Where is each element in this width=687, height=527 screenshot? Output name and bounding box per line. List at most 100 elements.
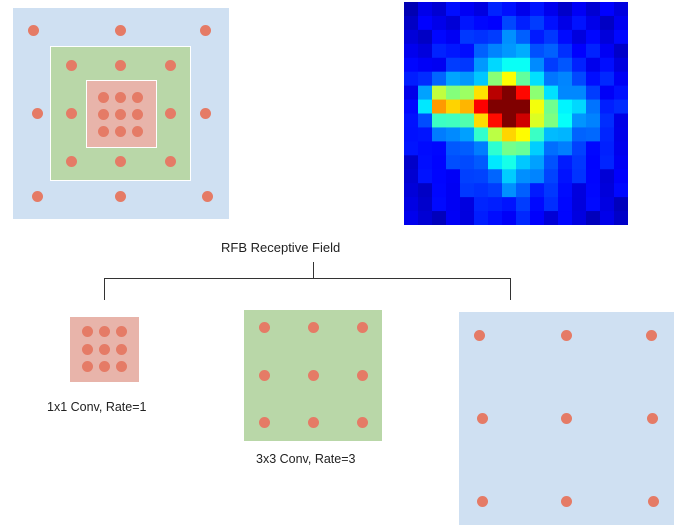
rate3-branch-dot bbox=[258, 416, 270, 428]
heatmap-cell bbox=[488, 197, 503, 212]
heatmap-cell bbox=[600, 85, 615, 100]
heatmap-cell bbox=[460, 197, 475, 212]
heatmap-cell bbox=[404, 155, 419, 170]
heatmap-cell bbox=[446, 2, 461, 17]
heatmap-cell bbox=[614, 43, 628, 59]
heatmap-cell bbox=[460, 85, 475, 100]
heatmap-cell bbox=[404, 71, 419, 87]
heatmap-cell bbox=[488, 57, 503, 73]
heatmap-cell bbox=[558, 169, 573, 184]
heatmap-cell bbox=[544, 183, 559, 198]
heatmap-cell bbox=[558, 113, 573, 128]
heatmap-cell bbox=[404, 183, 419, 198]
heatmap-cell bbox=[446, 127, 461, 142]
heatmap-cell bbox=[488, 169, 503, 184]
heatmap-cell bbox=[460, 43, 475, 59]
rate3-branch-dot bbox=[307, 321, 319, 333]
heatmap-cell bbox=[404, 141, 419, 156]
heatmap-cell bbox=[446, 113, 461, 128]
heatmap-cell bbox=[544, 2, 559, 17]
heatmap-cell bbox=[600, 43, 615, 59]
heatmap-cell bbox=[460, 183, 475, 198]
heatmap-cell bbox=[502, 127, 517, 142]
heatmap-cell bbox=[530, 113, 545, 128]
rate1-branch-dot bbox=[98, 325, 110, 337]
rate3-branch-dot bbox=[356, 369, 368, 381]
heatmap-cell bbox=[614, 197, 628, 212]
heatmap-cell bbox=[572, 2, 587, 17]
rate5-branch-dot bbox=[646, 412, 658, 424]
rate3-dot bbox=[65, 107, 77, 119]
heatmap-cell bbox=[614, 71, 628, 87]
rate1-branch-dot bbox=[115, 343, 127, 355]
heatmap-cell bbox=[488, 85, 503, 100]
heatmap-cell bbox=[614, 15, 628, 31]
heatmap-cell bbox=[460, 57, 475, 73]
heatmap-cell bbox=[432, 169, 447, 184]
rate1-branch-dot bbox=[115, 325, 127, 337]
heatmap-cell bbox=[516, 15, 531, 31]
rate5-branch-dot bbox=[560, 495, 572, 507]
heatmap-cell bbox=[600, 99, 615, 114]
heatmap-cell bbox=[460, 141, 475, 156]
heatmap-cell bbox=[404, 85, 419, 100]
heatmap-cell bbox=[586, 141, 601, 156]
heatmap-cell bbox=[502, 155, 517, 170]
heatmap-cell bbox=[586, 29, 601, 45]
heatmap-cell bbox=[418, 113, 433, 128]
heatmap-cell bbox=[446, 43, 461, 59]
heatmap-cell bbox=[446, 15, 461, 31]
heatmap-cell bbox=[432, 57, 447, 73]
heatmap-cell bbox=[558, 57, 573, 73]
heatmap-cell bbox=[460, 2, 475, 17]
heatmap-cell bbox=[474, 183, 489, 198]
heatmap-cell bbox=[530, 71, 545, 87]
rate1-dot bbox=[114, 91, 126, 103]
rate3-branch-dot bbox=[258, 321, 270, 333]
heatmap-cell bbox=[460, 155, 475, 170]
heatmap-cell bbox=[516, 155, 531, 170]
heatmap-cell bbox=[432, 113, 447, 128]
rate5-dot bbox=[31, 190, 43, 202]
heatmap-cell bbox=[446, 71, 461, 87]
heatmap-cell bbox=[460, 113, 475, 128]
heatmap-cell bbox=[614, 141, 628, 156]
connector-right bbox=[510, 278, 511, 300]
heatmap-cell bbox=[530, 57, 545, 73]
rate1-branch-dot bbox=[98, 343, 110, 355]
heatmap-cell bbox=[460, 15, 475, 31]
rate1-branch-dot bbox=[81, 325, 93, 337]
rate1-dot bbox=[114, 125, 126, 137]
heatmap-cell bbox=[432, 43, 447, 59]
heatmap-cell bbox=[600, 155, 615, 170]
heatmap-cell bbox=[586, 43, 601, 59]
heatmap-cell bbox=[488, 155, 503, 170]
heatmap-cell bbox=[516, 183, 531, 198]
heatmap-cell bbox=[530, 85, 545, 100]
heatmap-cell bbox=[404, 43, 419, 59]
heatmap-cell bbox=[432, 211, 447, 225]
heatmap-cell bbox=[460, 29, 475, 45]
rate3-branch-dot bbox=[356, 321, 368, 333]
heatmap-cell bbox=[432, 99, 447, 114]
heatmap-cell bbox=[404, 57, 419, 73]
heatmap-cell bbox=[572, 85, 587, 100]
heatmap-cell bbox=[558, 211, 573, 225]
heatmap-cell bbox=[474, 99, 489, 114]
heatmap-cell bbox=[600, 127, 615, 142]
heatmap-cell bbox=[600, 183, 615, 198]
heatmap-cell bbox=[530, 2, 545, 17]
heatmap-cell bbox=[600, 29, 615, 45]
heatmap-cell bbox=[502, 43, 517, 59]
heatmap-cell bbox=[488, 141, 503, 156]
heatmap-cell bbox=[474, 155, 489, 170]
rate1-dot bbox=[131, 91, 143, 103]
rate5-branch-dot bbox=[645, 329, 657, 341]
heatmap-cell bbox=[544, 57, 559, 73]
heatmap-cell bbox=[502, 211, 517, 225]
receptive-field-heatmap bbox=[404, 2, 628, 225]
heatmap-cell bbox=[614, 99, 628, 114]
heatmap-cell bbox=[404, 2, 419, 17]
heatmap-cell bbox=[404, 127, 419, 142]
rate5-dot bbox=[199, 107, 211, 119]
